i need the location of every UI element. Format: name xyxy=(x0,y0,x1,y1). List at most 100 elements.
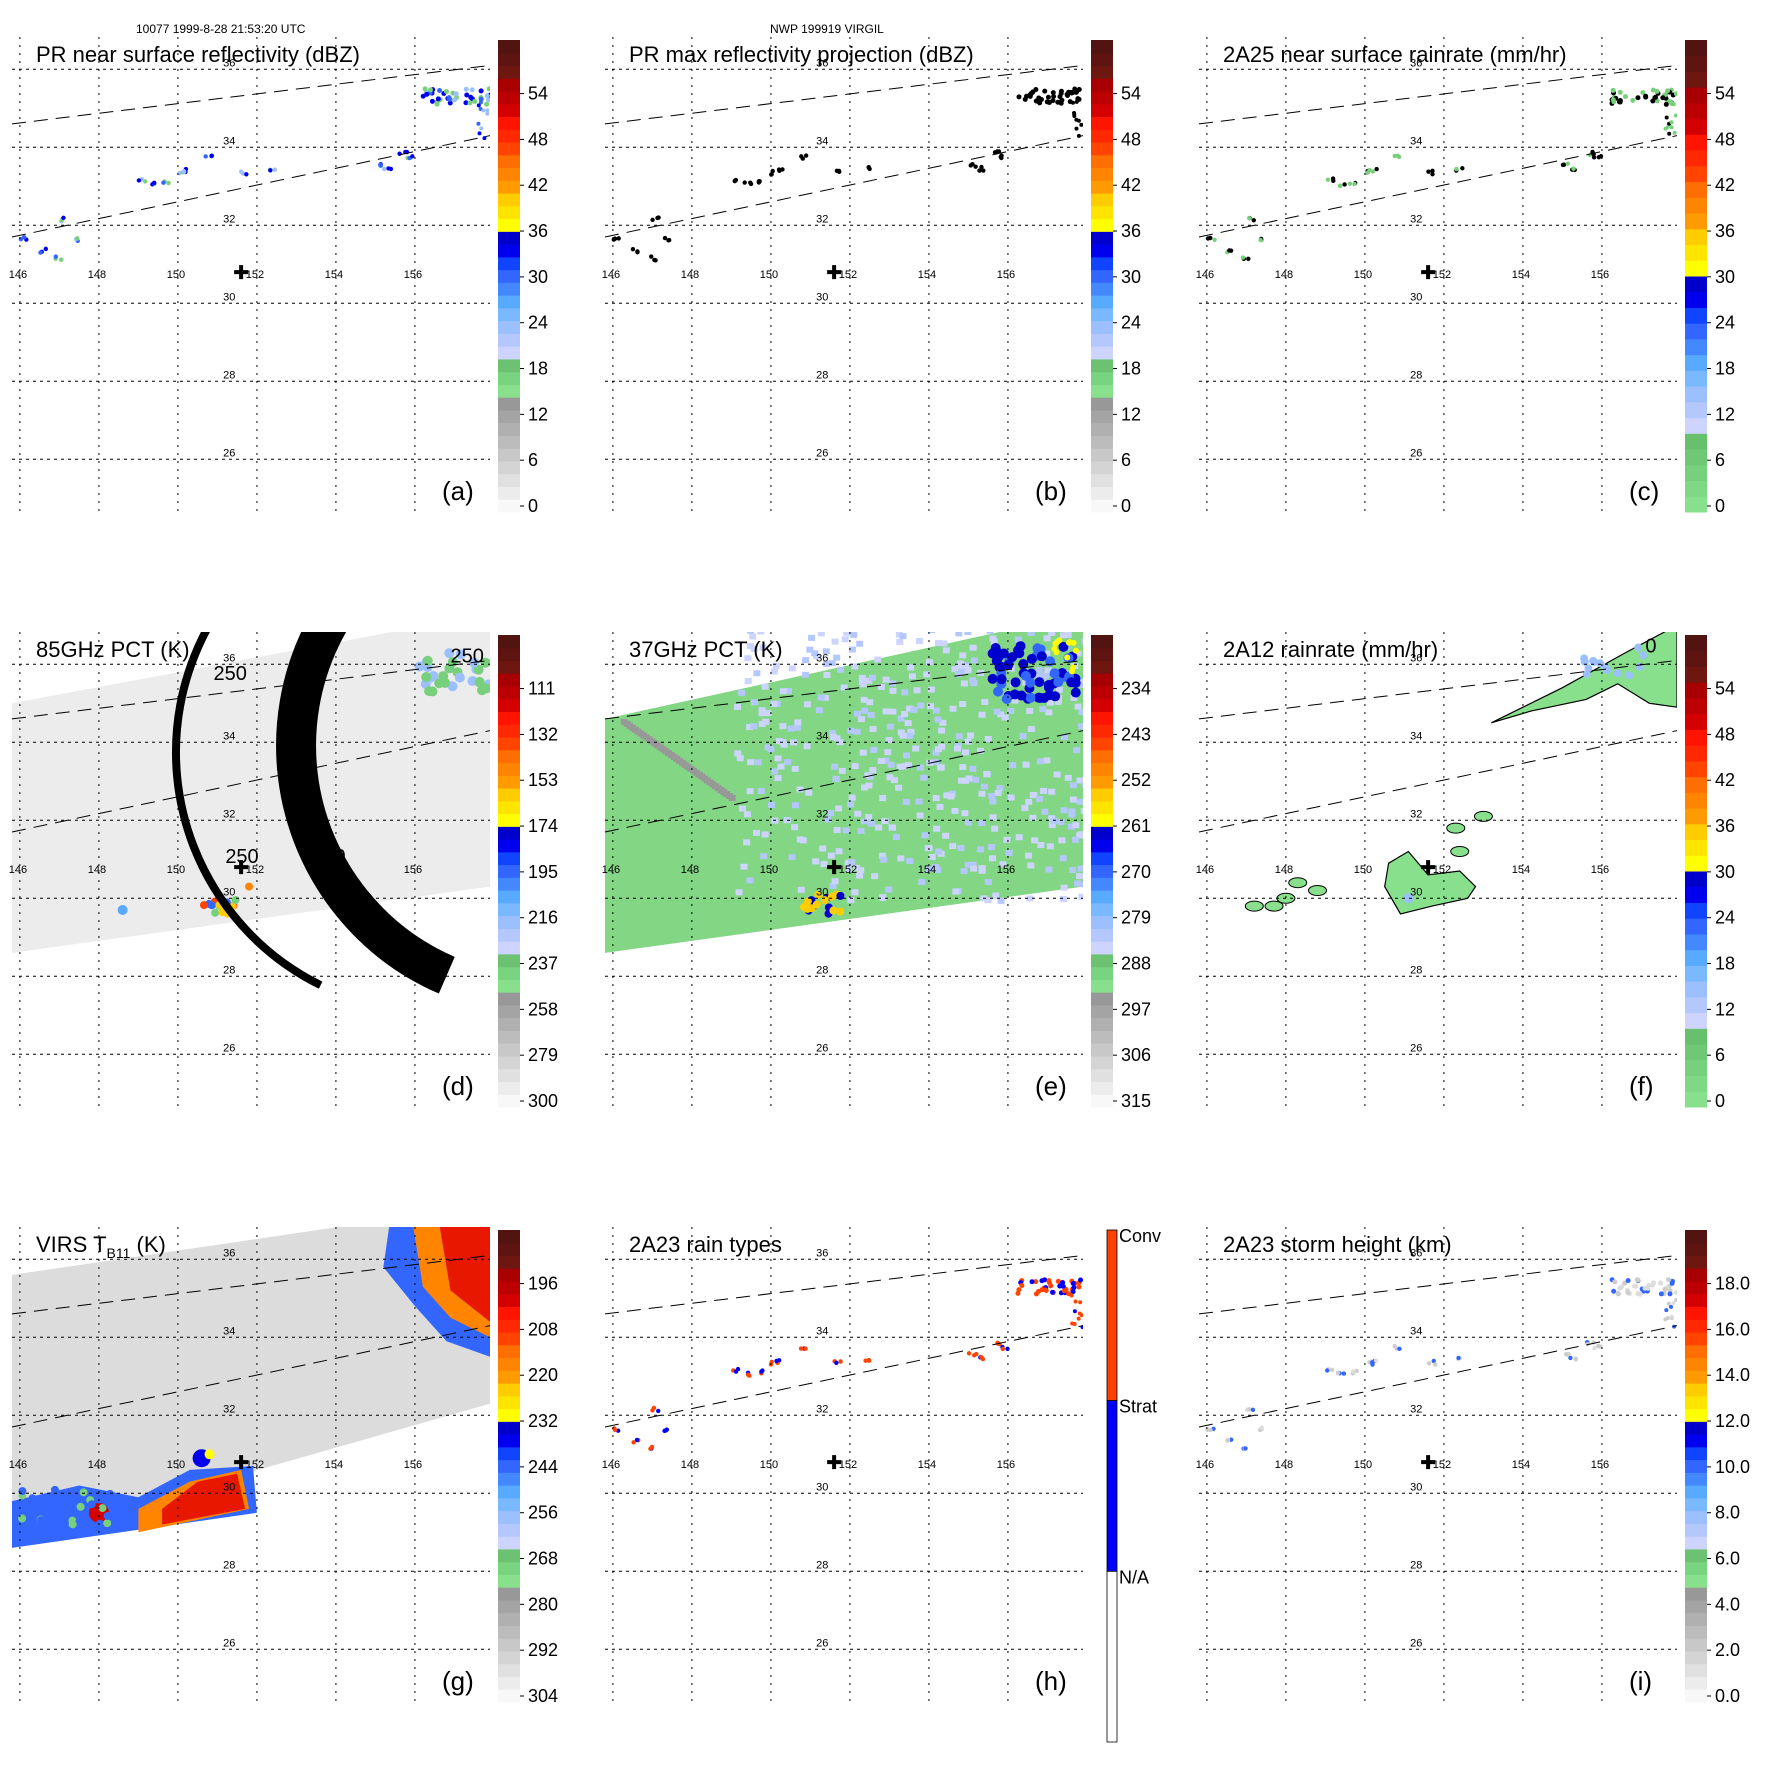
data-pixel xyxy=(207,901,216,910)
colorbar-tick-label: 237 xyxy=(528,954,558,974)
data-pixel xyxy=(895,784,903,791)
colorbar: 54 48 42 36 30 24 18 12 6 0 xyxy=(1685,635,1735,1111)
colorbar-tick-label: 54 xyxy=(1121,84,1141,104)
colorbar-segment xyxy=(1685,1408,1707,1422)
data-pixel xyxy=(1051,93,1057,99)
swath-edge-line xyxy=(604,1254,1084,1315)
swath-edge-line xyxy=(11,730,491,833)
colorbar-segment xyxy=(498,1599,520,1614)
colorbar-segment xyxy=(1685,1612,1707,1626)
colorbar-tick-label: 42 xyxy=(1121,175,1141,195)
data-pixel xyxy=(1022,96,1028,102)
data-pixel xyxy=(748,181,754,187)
data-pixel xyxy=(767,801,775,808)
map-area xyxy=(18,86,490,262)
colorbar-tick-label: 30 xyxy=(1715,267,1735,287)
lon-tick-label: 154 xyxy=(918,864,936,876)
data-pixel xyxy=(988,792,996,799)
data-pixel xyxy=(857,867,865,874)
data-pixel xyxy=(1072,647,1079,654)
colorbar-segment xyxy=(1685,338,1707,356)
data-pixel xyxy=(851,763,859,770)
lon-tick-label: 156 xyxy=(404,864,422,876)
data-pixel xyxy=(1430,171,1435,177)
colorbar-tick-label: 48 xyxy=(1715,724,1735,744)
data-pixel xyxy=(851,889,859,896)
data-pixel xyxy=(935,848,943,855)
data-pixel xyxy=(769,1359,774,1365)
lon-tick-label: 150 xyxy=(1354,269,1372,281)
data-pixel xyxy=(742,180,747,185)
colorbar-segment xyxy=(498,1242,520,1257)
data-pixel xyxy=(829,882,837,889)
data-pixel xyxy=(53,254,59,259)
data-pixel xyxy=(463,86,469,92)
data-pixel xyxy=(970,657,978,664)
colorbar-segment xyxy=(498,966,520,980)
data-pixel xyxy=(993,686,1004,697)
colorbar-segment xyxy=(498,826,520,840)
data-pixel xyxy=(733,177,739,183)
colorbar-segment xyxy=(498,979,520,993)
colorbar-tick-label: 36 xyxy=(1121,221,1141,241)
data-pixel xyxy=(1591,155,1597,160)
colorbar-tick-label: 48 xyxy=(1121,129,1141,149)
data-pixel xyxy=(1041,672,1049,679)
data-pixel xyxy=(424,91,430,97)
colorbar-tick-label: 132 xyxy=(528,724,558,744)
colorbar-segment xyxy=(1685,1434,1707,1448)
colorbar-segment xyxy=(1685,1370,1707,1384)
data-pixel xyxy=(834,1360,839,1366)
data-pixel xyxy=(803,1346,808,1351)
data-pixel xyxy=(476,685,487,696)
colorbar-tick-label: 8.0 xyxy=(1715,1503,1740,1523)
colorbar-segment xyxy=(498,1081,520,1095)
colorbar-segment xyxy=(498,1395,520,1410)
data-pixel xyxy=(733,1369,739,1374)
colorbar-category-swatch xyxy=(1106,1570,1118,1743)
data-pixel xyxy=(1228,1437,1234,1442)
data-pixel xyxy=(951,807,959,814)
data-pixel xyxy=(1658,1291,1664,1297)
colorbar: Conv Strat N/A xyxy=(1106,1226,1161,1743)
colorbar-segment xyxy=(498,460,520,475)
colorbar-tick-label: 252 xyxy=(1121,770,1151,790)
colorbar-segment xyxy=(1685,1599,1707,1614)
data-pixel xyxy=(953,745,961,752)
data-pixel xyxy=(906,732,914,739)
panel-label: (i) xyxy=(1629,1666,1652,1696)
data-pixel xyxy=(978,865,986,872)
lat-tick-label: 26 xyxy=(223,447,235,459)
lon-tick-label: 146 xyxy=(9,269,27,281)
data-pixel xyxy=(143,179,148,184)
data-pixel xyxy=(831,638,839,645)
data-pixel xyxy=(1019,733,1027,740)
data-pixel xyxy=(1243,1446,1248,1451)
colorbar-segment xyxy=(1685,918,1707,935)
data-pixel xyxy=(76,1502,85,1511)
data-pixel xyxy=(48,1510,57,1519)
data-pixel xyxy=(908,673,916,680)
data-pixel xyxy=(858,678,866,685)
lon-tick-label: 146 xyxy=(1196,1459,1214,1471)
storm-center-marker xyxy=(1421,1455,1436,1470)
data-pixel xyxy=(932,795,940,802)
data-pixel xyxy=(1043,757,1051,764)
colorbar-tick-label: 174 xyxy=(528,816,558,836)
data-pixel xyxy=(1025,692,1036,703)
data-pixel xyxy=(791,765,799,772)
lon-tick-label: 148 xyxy=(88,1459,106,1471)
data-pixel xyxy=(443,88,449,94)
lon-tick-label: 146 xyxy=(9,864,27,876)
contour-label: 0 xyxy=(1645,636,1656,658)
colorbar: 54 48 42 36 30 24 18 12 6 0 xyxy=(1091,40,1141,516)
data-pixel xyxy=(738,689,746,696)
data-pixel xyxy=(484,93,490,99)
data-pixel xyxy=(920,774,928,781)
panel-label: (b) xyxy=(1035,476,1067,506)
colorbar-segment xyxy=(1685,1230,1707,1244)
data-pixel xyxy=(969,765,977,772)
data-pixel xyxy=(422,86,428,92)
data-pixel xyxy=(1671,102,1676,107)
data-pixel xyxy=(1059,632,1067,639)
